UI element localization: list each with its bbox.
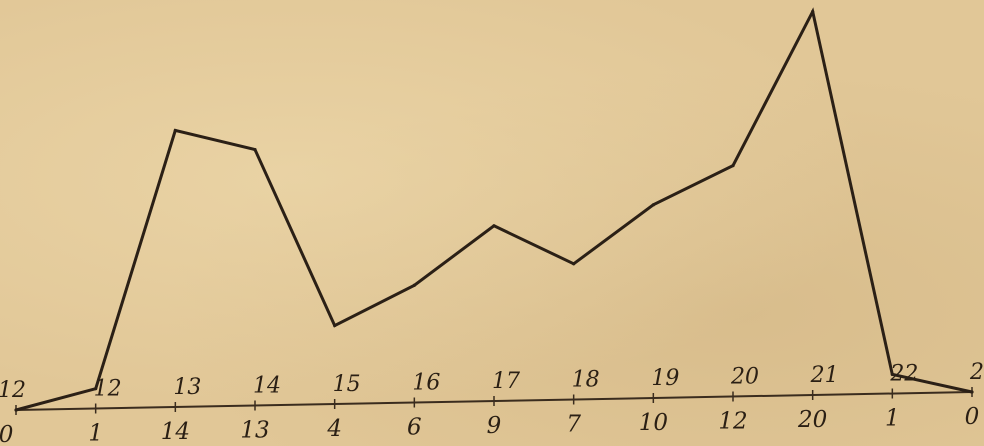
data-point <box>572 262 576 266</box>
data-point <box>651 203 655 207</box>
value-label: 0 <box>965 404 980 430</box>
value-label: 13 <box>240 418 269 444</box>
x-tick-label: 18 <box>572 368 600 393</box>
data-point <box>492 224 496 228</box>
x-tick-label: 21 <box>810 363 839 388</box>
x-tick-label: 16 <box>412 371 440 396</box>
x-tick-label: 22 <box>889 362 918 387</box>
data-point <box>811 9 815 14</box>
data-point <box>94 387 98 391</box>
data-point <box>970 390 974 394</box>
x-tick-label: 20 <box>730 365 759 390</box>
x-tick-label: 23 <box>969 360 984 385</box>
x-tick-label: 14 <box>253 374 281 399</box>
x-tick-label: 12 <box>94 377 122 402</box>
x-tick-label: 15 <box>333 372 361 397</box>
data-point <box>14 408 18 412</box>
value-label: 12 <box>718 409 747 435</box>
x-tick-label: 13 <box>173 375 201 400</box>
value-label: 10 <box>639 410 668 436</box>
value-label: 14 <box>161 419 190 445</box>
series-line <box>15 7 973 412</box>
value-label: 20 <box>797 407 827 433</box>
data-point <box>731 163 735 168</box>
x-tick-label: 17 <box>492 369 520 394</box>
value-label: 1 <box>88 421 103 446</box>
x-tick-label: 19 <box>651 366 679 391</box>
data-point <box>890 372 894 377</box>
value-label: 6 <box>407 415 422 441</box>
value-label: 9 <box>487 413 502 439</box>
data-point <box>333 323 337 328</box>
value-label: 4 <box>326 416 342 442</box>
value-label: 1 <box>885 406 900 432</box>
data-point <box>173 128 177 133</box>
value-label: 7 <box>566 412 581 438</box>
value-label: 0 <box>0 422 13 446</box>
data-point <box>412 283 416 287</box>
x-tick-label: 12 <box>0 378 26 403</box>
data-point <box>253 148 257 152</box>
